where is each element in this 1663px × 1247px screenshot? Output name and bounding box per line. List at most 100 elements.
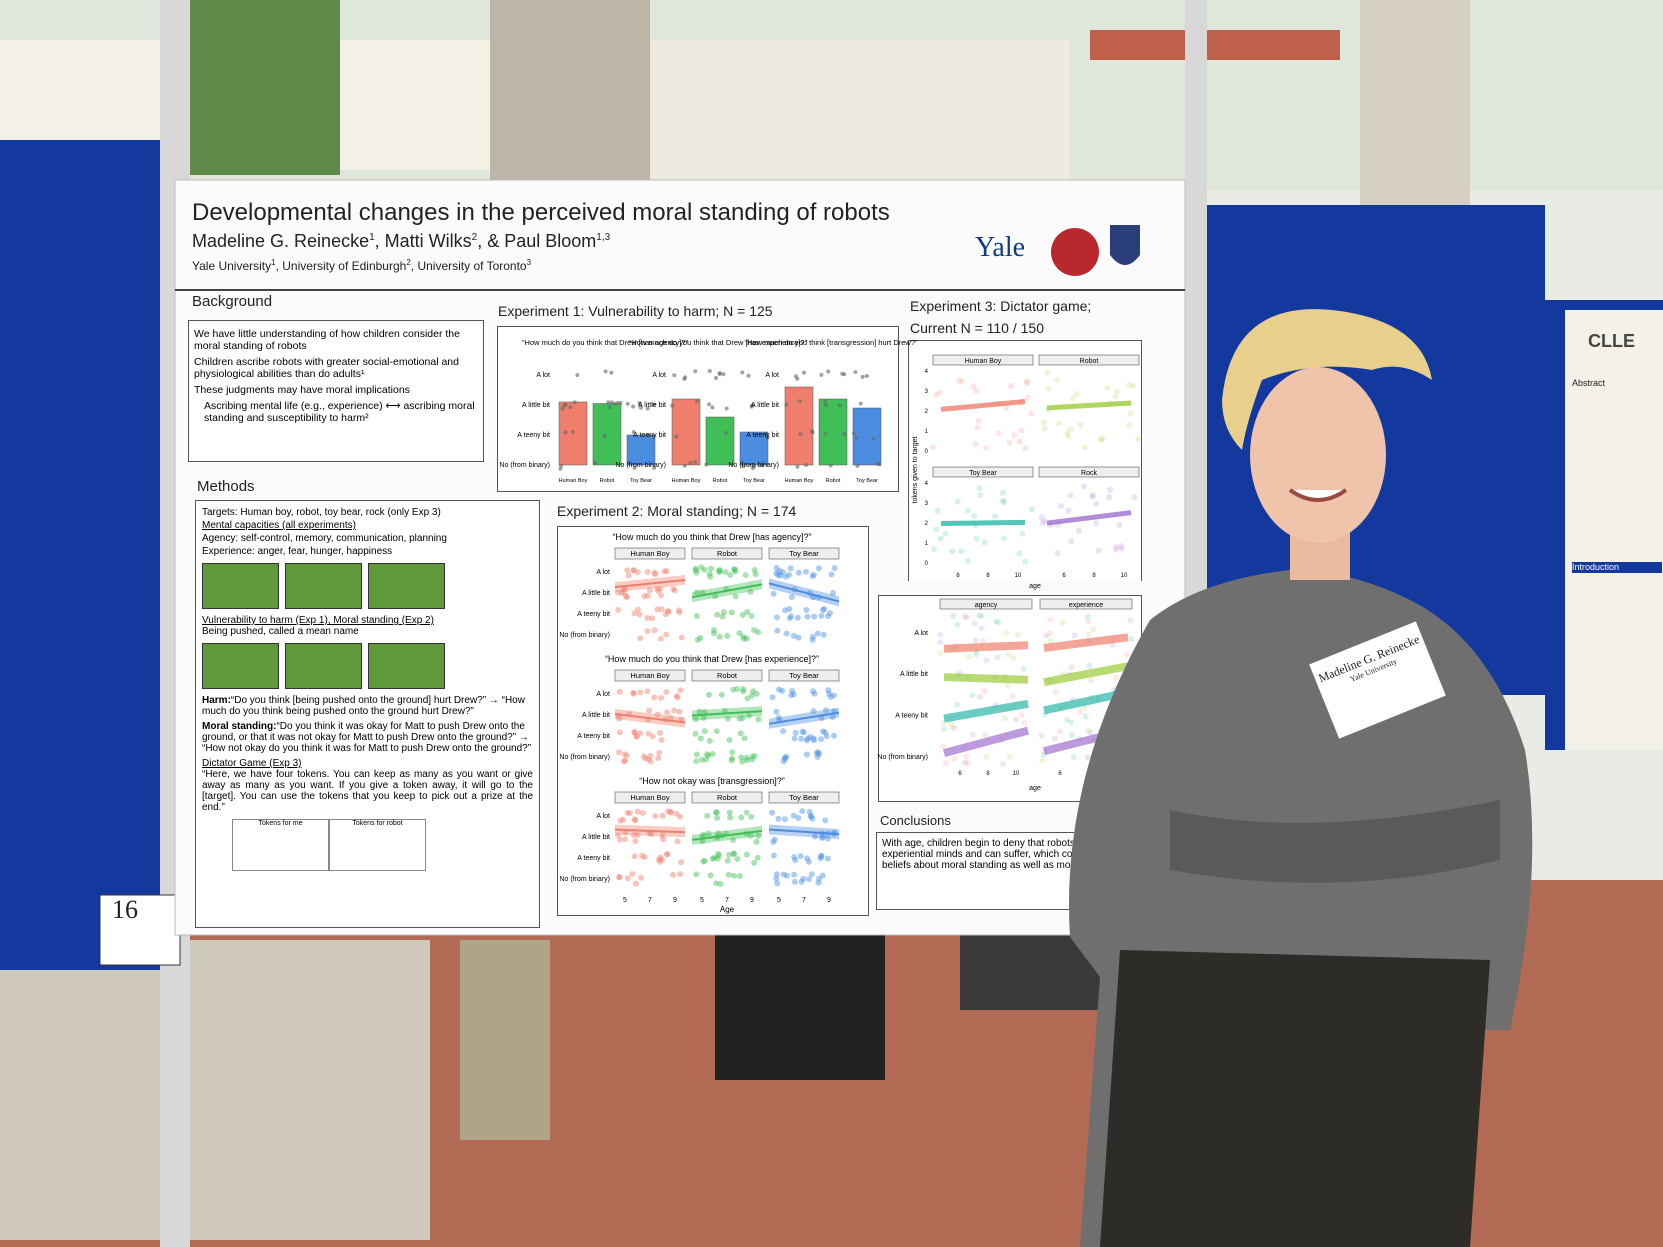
trend-line — [614, 579, 686, 589]
scatter-dot — [966, 653, 973, 660]
scatter-dot — [1098, 436, 1105, 443]
scatter-dot — [716, 567, 723, 574]
scatter-dot — [749, 753, 756, 760]
jitter-dot — [572, 400, 577, 405]
facet-label: Human Boy — [630, 671, 669, 680]
scatter-dot — [618, 589, 625, 596]
y-tick-label: 4 — [925, 369, 929, 375]
group-label: Toy Bear — [630, 478, 652, 484]
scatter-dot — [803, 737, 810, 744]
scatter-dot — [1058, 503, 1065, 510]
scatter-dot — [655, 587, 662, 594]
jitter-dot — [612, 401, 617, 406]
scatter-dot — [823, 707, 830, 714]
scatter-dot — [697, 634, 704, 641]
jitter-dot — [750, 466, 755, 471]
scatter-dot — [974, 424, 981, 431]
scatter-dot — [743, 809, 750, 816]
scatter-dot — [1081, 483, 1088, 490]
jitter-dot — [609, 370, 614, 375]
scatter-dot — [937, 650, 944, 657]
scatter-dot — [818, 852, 825, 859]
scatter-dot — [814, 749, 821, 756]
scatter-dot — [667, 808, 674, 815]
scatter-dot — [644, 614, 651, 621]
scatter-dot — [734, 686, 741, 693]
jitter-dot — [683, 375, 688, 380]
scatter-dot — [1064, 717, 1071, 724]
side-heading: Introduction — [1572, 562, 1662, 574]
scatter-dot — [1051, 735, 1058, 742]
scatter-dot — [1024, 394, 1031, 401]
scatter-dot — [693, 589, 700, 596]
scatter-dot — [1129, 383, 1136, 390]
facet-header — [614, 547, 686, 560]
scatter-dot — [1081, 444, 1088, 451]
scatter-dot — [692, 565, 699, 572]
scatter-dot — [1128, 635, 1135, 642]
scatter-dot — [804, 613, 811, 620]
scatter-dot — [795, 569, 802, 576]
scatter-dot — [811, 613, 818, 620]
scatter-dot — [736, 715, 743, 722]
scatter-dot — [631, 729, 638, 736]
scatter-dot — [630, 690, 637, 697]
scatter-dot — [731, 566, 738, 573]
scatter-dot — [750, 688, 757, 695]
scatter-dot — [715, 852, 722, 859]
scatter-dot — [678, 859, 685, 866]
jitter-dot — [793, 374, 798, 379]
scatter-dot — [671, 587, 678, 594]
scatter-dot — [941, 726, 948, 733]
level-label: No (from binary) — [877, 754, 928, 761]
scatter-dot — [654, 606, 661, 613]
scatter-dot — [810, 571, 817, 578]
facet-label: experience — [1069, 602, 1103, 609]
scatter-dot — [1013, 716, 1020, 723]
scatter-dot — [1000, 535, 1007, 542]
jitter-dot — [858, 401, 863, 406]
scatter-dot — [775, 571, 782, 578]
jitter-dot — [823, 399, 828, 404]
scatter-dot — [632, 838, 639, 845]
scatter-dot — [810, 735, 817, 742]
scatter-dot — [633, 733, 640, 740]
side-brand: CLLE — [1588, 331, 1635, 351]
scatter-dot — [788, 692, 795, 699]
scatter-dot — [631, 610, 638, 617]
scatter-dot — [659, 832, 666, 839]
scatter-dot — [727, 814, 734, 821]
jitter-dot — [765, 435, 770, 440]
scatter-dot — [964, 507, 971, 514]
scatter-dot — [792, 857, 799, 864]
scatter-dot — [963, 753, 970, 760]
scatter-dot — [626, 810, 633, 817]
scatter-dot — [697, 735, 704, 742]
x-tick-label: 10 — [1015, 573, 1022, 579]
scatter-dot — [657, 585, 664, 592]
scatter-dot — [1075, 527, 1082, 534]
scatter-dot — [748, 813, 755, 820]
jitter-dot — [864, 374, 869, 379]
scatter-dot — [779, 569, 786, 576]
scatter-dot — [802, 568, 809, 575]
scatter-dot — [624, 567, 631, 574]
jitter-dot — [606, 400, 611, 405]
scatter-dot — [774, 627, 781, 634]
scatter-dot — [983, 657, 990, 664]
picture-row — [202, 563, 533, 609]
facet-header — [939, 598, 1033, 610]
facet-label: Toy Bear — [789, 671, 819, 680]
scatter-dot — [741, 635, 748, 642]
background-box: We have little understanding of how chil… — [188, 320, 484, 462]
scatter-dot — [1084, 613, 1091, 620]
scatter-dot — [970, 383, 977, 390]
jitter-dot — [563, 430, 568, 435]
scatter-dot — [657, 858, 664, 865]
scatter-dot — [1016, 438, 1023, 445]
scatter-dot — [724, 715, 731, 722]
scatter-dot — [771, 836, 778, 843]
scatter-dot — [773, 564, 780, 571]
scatter-dot — [954, 498, 961, 505]
scatter-dot — [818, 853, 825, 860]
